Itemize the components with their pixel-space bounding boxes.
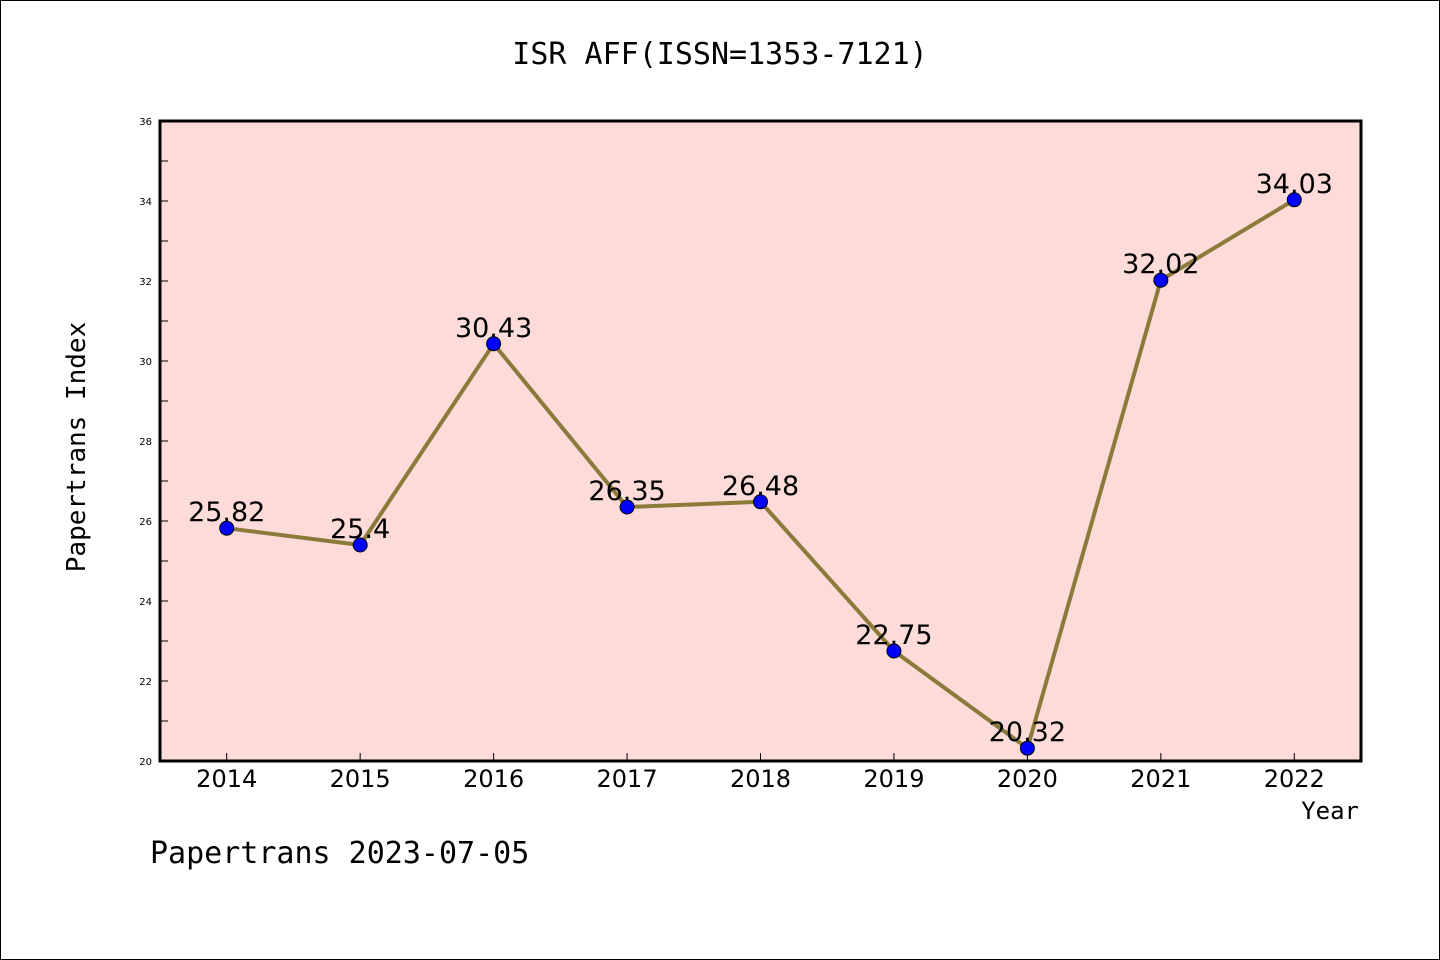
data-point xyxy=(1019,740,1035,756)
data-point xyxy=(1153,272,1169,288)
x-tick-label: 2020 xyxy=(997,765,1058,793)
y-tick-label: 36 xyxy=(139,117,152,128)
data-point xyxy=(619,499,635,515)
x-tick-label: 2022 xyxy=(1264,765,1325,793)
data-label: 22.75 xyxy=(855,620,932,651)
data-label: 34.03 xyxy=(1256,169,1333,200)
x-tick-label: 2018 xyxy=(730,765,791,793)
plot-border xyxy=(158,119,1363,763)
data-point xyxy=(886,643,902,659)
x-axis-label: Year xyxy=(1301,797,1359,825)
y-tick-label: 20 xyxy=(139,757,152,768)
y-tick-label: 34 xyxy=(139,197,152,208)
data-point xyxy=(352,537,368,553)
x-tick-label: 2015 xyxy=(330,765,391,793)
y-tick-label: 32 xyxy=(139,277,152,288)
chart-title: ISR AFF(ISSN=1353-7121) xyxy=(512,37,928,72)
data-label: 20.32 xyxy=(989,717,1066,748)
data-label: 25.4 xyxy=(330,514,390,545)
x-tick-label: 2016 xyxy=(463,765,524,793)
y-tick-label: 22 xyxy=(139,677,152,688)
x-tick-label: 2017 xyxy=(597,765,658,793)
x-tick-label: 2019 xyxy=(863,765,924,793)
x-tick-label: 2014 xyxy=(196,765,257,793)
data-point xyxy=(219,520,235,536)
data-label: 26.48 xyxy=(722,471,799,502)
footer-date: Papertrans 2023-07-05 xyxy=(150,836,530,871)
plot-background xyxy=(160,121,1361,761)
data-label: 26.35 xyxy=(588,476,665,507)
data-point xyxy=(486,336,502,352)
data-label: 32.02 xyxy=(1122,249,1199,280)
y-tick-label: 24 xyxy=(139,597,152,608)
y-tick-label: 28 xyxy=(139,437,152,448)
data-label: 30.43 xyxy=(455,313,532,344)
y-tick-label: 26 xyxy=(139,517,152,528)
data-point xyxy=(753,494,768,510)
y-tick-label: 30 xyxy=(139,357,152,368)
x-tick-label: 2021 xyxy=(1130,765,1191,793)
data-label: 25.82 xyxy=(188,497,265,528)
data-point xyxy=(1286,192,1302,208)
